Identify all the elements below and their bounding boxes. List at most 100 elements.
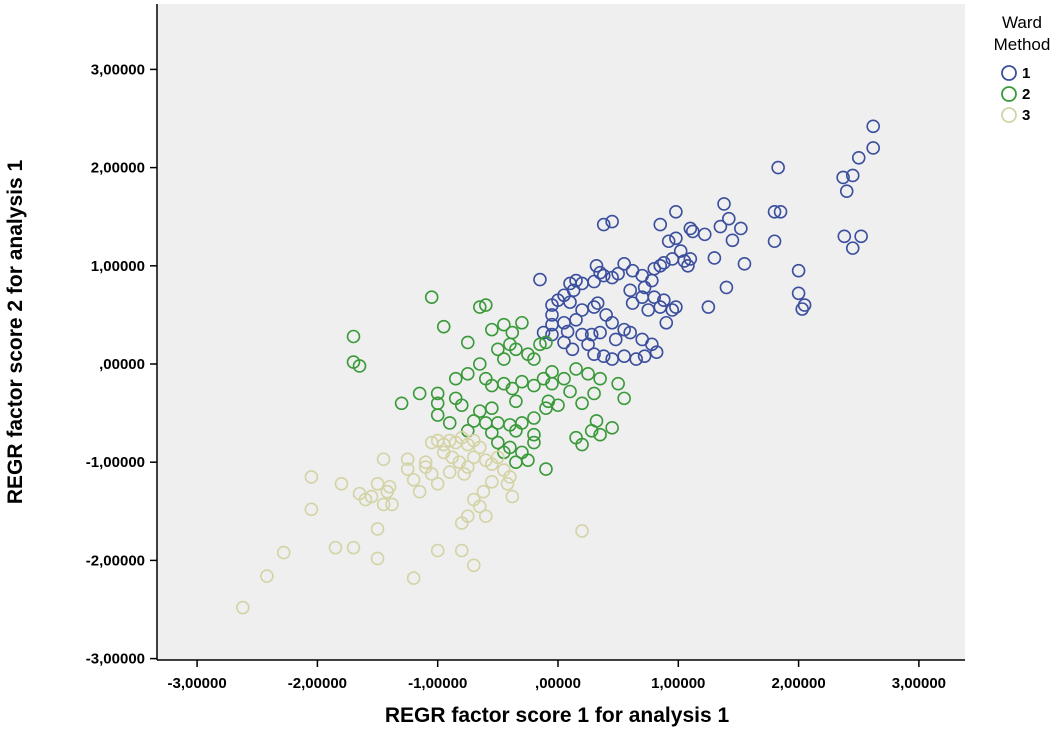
data-point-series-3 bbox=[304, 470, 319, 484]
data-point-series-3 bbox=[503, 470, 517, 484]
data-point-series-3 bbox=[370, 477, 385, 491]
data-point-series-2 bbox=[539, 335, 553, 350]
data-point-series-1 bbox=[649, 345, 664, 360]
data-point-series-1 bbox=[866, 141, 880, 155]
data-point-series-1 bbox=[719, 280, 734, 295]
data-point-series-3 bbox=[430, 477, 445, 491]
data-point-series-3 bbox=[442, 465, 457, 479]
data-point-series-2 bbox=[563, 384, 577, 399]
data-point-series-1 bbox=[625, 263, 640, 278]
data-point-series-2 bbox=[581, 367, 595, 381]
data-point-series-3 bbox=[376, 497, 391, 512]
data-point-series-1 bbox=[791, 263, 806, 278]
data-point-series-2 bbox=[533, 337, 547, 352]
data-point-series-1 bbox=[575, 327, 589, 342]
data-point-series-2 bbox=[485, 401, 499, 415]
data-point-series-2 bbox=[515, 416, 529, 430]
x-tick-label: -2,00000 bbox=[288, 675, 347, 692]
data-point-series-2 bbox=[436, 319, 451, 334]
data-point-series-1 bbox=[734, 221, 748, 236]
data-point-series-2 bbox=[545, 365, 559, 379]
legend-marker-3 bbox=[1001, 107, 1017, 123]
data-point-series-2 bbox=[515, 315, 529, 330]
legend-label-2: 2 bbox=[1022, 86, 1030, 103]
data-point-series-3 bbox=[370, 551, 385, 566]
data-point-series-3 bbox=[376, 452, 391, 467]
x-axis-ticks: -3,00000 -2,00000 -1,00000 ,00000 1,00000 2,0… bbox=[167, 660, 946, 692]
data-point-series-2 bbox=[589, 414, 604, 428]
data-point-series-2 bbox=[509, 455, 523, 470]
data-point-series-2 bbox=[497, 352, 511, 366]
data-point-series-2 bbox=[485, 425, 499, 440]
data-point-series-3 bbox=[479, 509, 493, 524]
data-point-series-2 bbox=[527, 352, 541, 366]
data-point-series-2 bbox=[479, 298, 493, 312]
data-point-series-1 bbox=[669, 204, 683, 219]
data-point-series-3 bbox=[505, 489, 520, 504]
data-point-series-1 bbox=[589, 258, 604, 273]
data-point-series-1 bbox=[605, 270, 619, 285]
x-tick-label: 2,00000 bbox=[771, 675, 825, 692]
data-point-series-1 bbox=[665, 303, 680, 317]
data-point-series-1 bbox=[645, 337, 659, 352]
data-point-series-1 bbox=[845, 241, 860, 255]
legend-marker-2 bbox=[1001, 86, 1017, 102]
data-point-series-2 bbox=[509, 394, 523, 409]
x-tick-label: 1,00000 bbox=[651, 675, 705, 692]
y-tick-label: ,00000 bbox=[99, 356, 145, 373]
data-point-series-2 bbox=[460, 367, 475, 381]
data-point-series-3 bbox=[476, 484, 491, 499]
data-point-series-1 bbox=[637, 349, 652, 363]
data-point-series-2 bbox=[497, 317, 511, 332]
data-point-series-3 bbox=[445, 450, 459, 465]
data-point-series-3 bbox=[454, 516, 469, 530]
x-tick-label: -1,00000 bbox=[408, 675, 467, 692]
data-point-series-2 bbox=[611, 376, 625, 391]
legend: Ward Method 1 2 3 bbox=[994, 13, 1051, 124]
data-point-series-1 bbox=[625, 296, 640, 310]
data-point-series-2 bbox=[352, 359, 367, 373]
data-point-series-3 bbox=[460, 460, 475, 474]
data-point-series-2 bbox=[515, 374, 529, 389]
legend-marker-1 bbox=[1001, 65, 1017, 81]
data-point-series-2 bbox=[575, 396, 589, 411]
data-point-series-2 bbox=[575, 437, 589, 452]
y-axis-ticks: 3,00000 2,00000 1,00000 ,00000 -1,00000 -2,00… bbox=[86, 61, 157, 668]
data-point-series-2 bbox=[394, 396, 409, 411]
data-point-series-1 bbox=[669, 231, 683, 246]
data-point-series-1 bbox=[661, 234, 676, 249]
data-point-series-2 bbox=[430, 386, 445, 401]
data-point-series-1 bbox=[866, 119, 880, 134]
data-point-series-3 bbox=[418, 455, 433, 470]
data-point-series-1 bbox=[593, 325, 607, 340]
data-point-series-1 bbox=[605, 315, 619, 330]
data-point-series-1 bbox=[737, 257, 752, 271]
x-tick-label: 3,00000 bbox=[892, 675, 946, 692]
data-point-series-1 bbox=[563, 295, 577, 309]
data-point-series-1 bbox=[575, 276, 589, 291]
data-point-series-1 bbox=[605, 352, 619, 366]
data-point-series-3 bbox=[466, 558, 481, 573]
data-point-series-3 bbox=[236, 600, 250, 615]
data-point-series-2 bbox=[424, 290, 439, 305]
data-point-series-1 bbox=[623, 325, 637, 340]
data-point-series-3 bbox=[485, 475, 499, 489]
data-point-series-2 bbox=[509, 342, 523, 357]
data-point-series-1 bbox=[854, 229, 868, 244]
legend-label-3: 3 bbox=[1022, 107, 1030, 124]
data-point-series-3 bbox=[430, 543, 445, 558]
data-point-series-1 bbox=[836, 170, 850, 185]
data-point-series-1 bbox=[587, 347, 601, 361]
data-point-series-2 bbox=[412, 386, 427, 401]
data-point-series-2 bbox=[593, 371, 607, 386]
data-point-series-3 bbox=[418, 460, 433, 474]
data-point-series-2 bbox=[473, 300, 487, 314]
data-point-series-3 bbox=[473, 499, 487, 514]
data-point-series-1 bbox=[839, 184, 854, 198]
data-point-series-3 bbox=[454, 543, 469, 558]
data-point-series-3 bbox=[500, 477, 515, 491]
data-point-series-1 bbox=[557, 335, 571, 350]
data-point-series-3 bbox=[346, 540, 361, 555]
data-point-series-1 bbox=[590, 296, 605, 310]
